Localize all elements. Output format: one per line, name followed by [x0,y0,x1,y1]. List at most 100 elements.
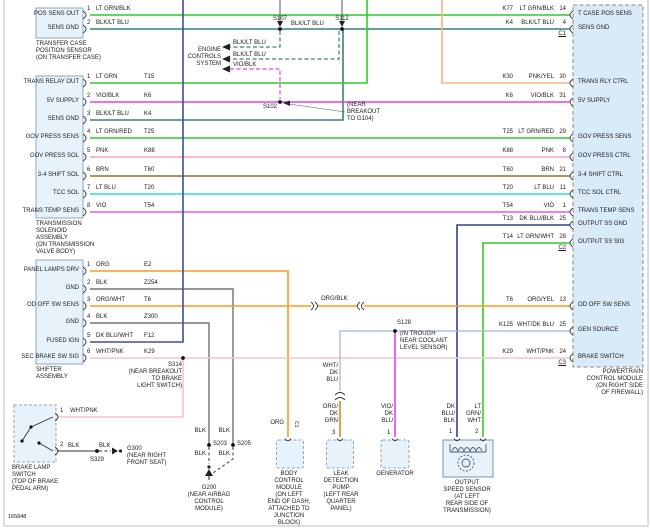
wire-color-label: BLK [218,428,230,434]
pin-number: 25 [559,322,566,328]
pcm-pin-name: 3-4 SHIFT CTRL [578,172,623,178]
output-speed-sensor-label: OUTPUT SPEED SENSOR (AT LEFT REAR SIDE O… [443,480,491,514]
wire-color-label: WHT/PNK [70,408,98,414]
bcm-label: BODY CONTROL MODULE (ON LEFT END OF DASH… [267,471,311,526]
pin-number: 7 [87,185,91,191]
wire-color-label: ORG/WHT [96,297,125,303]
pcm-box [572,4,644,368]
circuit-code: T14 [502,234,513,240]
shifter-box [35,259,84,365]
pin-number: 3 [87,297,91,303]
pin-number: 3 [87,111,91,117]
wire-color-label: LT GRN [96,74,118,80]
wire-color-label: BLK/LT BLU [96,20,129,26]
wire-blk-z300 [90,322,210,445]
wire-color-label: VIO/BLK [96,93,120,99]
wire-color-label: BLK [99,443,111,449]
pcm-pin-name: T CASE POS SENS [578,11,632,17]
wire-color-label: VIO/BLK [530,93,554,99]
wire-color-label: VIO [543,203,554,209]
pin-number: 2 [60,442,64,448]
pin-number: 1 [387,430,391,436]
brake-lamp-switch-box [13,404,57,463]
wire-color-label: LT GRN/WHT [517,234,554,240]
transfer-case-label: TRANSFER CASE POSITION SENSOR (ON TRANSF… [36,41,101,61]
wire-color-label: BRN [541,167,554,173]
circuit-code: Z254 [144,280,158,286]
offpage-stubs [279,0,343,23]
circuit-code: K88 [502,148,513,154]
wire-color-label: ORG [96,262,110,268]
pin-number: 8 [87,203,91,209]
circuit-code: F12 [144,333,155,339]
wire-color-label: LT GRN/BLK [519,6,554,12]
circuit-code: T25 [502,129,513,135]
wire-lt-grn-wht [482,242,570,437]
trans-solenoid-box [35,75,84,219]
pin-number: 28 [559,234,566,240]
pin-name: GND [65,285,79,291]
g200-ground-icon [205,465,213,480]
pcm-pin-name: GOV PRESS CTRL [578,153,631,159]
pin-number: 3 [332,430,336,436]
leak-pump-label: LEAK DETECTION PUMP (LEFT REAR QUARTER P… [323,471,359,512]
wire-color-label: VIO/ DK BLU [380,404,393,424]
circuit-code: K6 [144,93,152,99]
engine-controls-label: ENGINE CONTROLS SYSTEM [187,47,221,67]
pin-number: 2 [87,93,91,99]
wire-color-label: BLK [194,451,206,457]
circuit-code: K4 [505,20,513,26]
wire-color-label: VIO [96,203,107,209]
wire-color-label: BLK/LT BLU [96,111,129,117]
splice-s329: S329 [90,457,105,463]
wire-color-label: DK BLU/ BLK [441,404,455,424]
pin-name: 3-4 SHIFT SOL [37,172,79,178]
wire-color-label: ORG [270,420,284,426]
output-speed-sensor-box [442,439,494,478]
engine-arrow-3 [222,65,230,73]
pin-number: 1 [60,408,64,414]
circuit-code: K29 [502,349,513,355]
pin-name: SEC BRAKE SW SIG [21,354,79,360]
wire-color-label: BLK/LT BLU [291,21,324,27]
wire-color-label: WHT/ DK BLU [322,363,338,383]
wire-color-label: BLK [194,428,206,434]
splice-s112: S112 [335,16,349,22]
pcm-pin-name: OUTPUT SS SIG [578,239,625,245]
wire-color-label: BLK/LT BLU [521,20,554,26]
leak-pump-inline-connector [334,392,346,401]
g300-ground-icon [112,447,123,455]
trans-solenoid-label: TRANSMISSION SOLENOID ASSEMBLY (ON TRANS… [36,221,95,255]
wire-color-label: BLK [68,443,80,449]
inline-connector-symbols [310,301,365,311]
circuit-code: T60 [502,167,513,173]
circuit-code: T54 [502,203,513,209]
pin-number: 8 [562,148,566,154]
splice-s107: S107 [272,16,287,22]
wire-color-label: ORG/ DK GRN [322,404,338,424]
pin-number: 11 [559,185,566,191]
wire-color-label: BLK [96,314,108,320]
pin-name: 5V SUPPLY [46,98,79,104]
wire-wht-dk-blu [339,330,570,391]
connector-boxes [13,4,644,478]
speed-sensor-icon [449,444,487,472]
wire-color-label: BLK [218,451,230,457]
wire-blk-z254-dashed [212,447,234,474]
wire-color-label: BLK/LT BLU [233,40,266,46]
pcm-pin-name: TCC SOL CTRL [578,190,622,196]
circuit-code: T6 [505,297,513,303]
diagram-id: 165848 [8,514,27,520]
pin-brackets [54,10,574,456]
wire-color-label: VIO/BLK [233,62,257,68]
pin-number: 1 [562,203,566,209]
pin-number: 29 [559,129,566,135]
wire-color-label: PNK [96,148,109,154]
pcm-pin-name: SENS GND [578,25,610,31]
circuit-code: K125 [498,322,513,328]
wire-org [90,270,289,437]
pcm-pin-name: TRANS TEMP SENS [578,208,635,214]
pin-name: TCC SOL [52,190,79,196]
wire-vio-blk-dashed [230,68,281,99]
circuit-code: Z300 [144,314,158,320]
